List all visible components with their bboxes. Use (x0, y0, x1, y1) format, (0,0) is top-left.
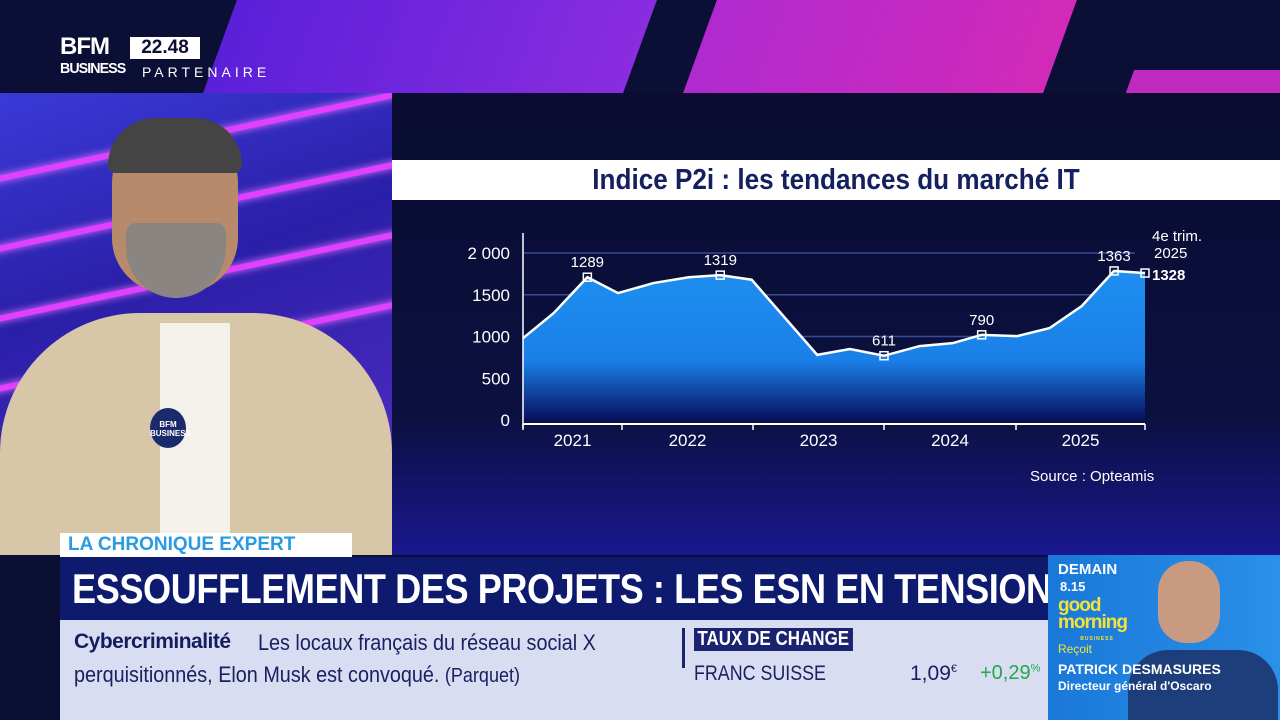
data-point-marker (582, 272, 593, 282)
guest-name: PATRICK DESMASURES (1058, 661, 1221, 677)
top-band: BFM BUSINESS 22.48 PARTENAIRE (0, 0, 1280, 93)
data-label: 1363 (1097, 248, 1130, 265)
promo-day: DEMAIN (1058, 561, 1118, 578)
fx-change-unit: % (1030, 662, 1041, 675)
fx-currency-name: FRANC SUISSE (694, 662, 826, 685)
show-logo-top: good (1058, 595, 1101, 616)
news-source: (Parquet) (444, 665, 520, 687)
news-text-line2: perquisitionnés, Elon Musk est convoqué.… (74, 662, 520, 688)
y-tick-label: 0 (501, 411, 510, 430)
x-tick-label: 2023 (800, 431, 838, 450)
news-text-line1: Les locaux français du réseau social X (258, 630, 596, 655)
guest-photo-body (1128, 650, 1278, 720)
headline: ESSOUFFLEMENT DES PROJETS : LES ESN EN T… (72, 565, 1052, 612)
chart-title-bar: Indice P2i : les tendances du marché IT (392, 160, 1280, 200)
data-label: 611 (872, 333, 896, 350)
data-point-marker (879, 350, 889, 361)
area-fill (523, 270, 1145, 420)
presenter-hair (108, 118, 242, 173)
fx-change-number: +0,29 (980, 662, 1031, 684)
series-line (522, 269, 1146, 357)
segment-tag: LA CHRONIQUE EXPERT (60, 533, 352, 557)
fx-change: +0,29% (980, 662, 1040, 685)
studio-video: BFM BUSINESS (0, 93, 392, 555)
data-label: 1289 (571, 254, 604, 271)
x-tick-label: 2024 (931, 431, 969, 450)
channel-logo-subtitle: BUSINESS (60, 60, 126, 77)
headline-bar: ESSOUFFLEMENT DES PROJETS : LES ESN EN T… (60, 557, 1052, 620)
show-logo-bottom: morning (1058, 612, 1128, 633)
data-point-marker (976, 330, 987, 340)
decor-stripe (683, 0, 1077, 93)
decor-stripe (1125, 70, 1280, 93)
news-text: perquisitionnés, Elon Musk est convoqué. (74, 662, 440, 687)
data-label: 1328 (1152, 267, 1185, 284)
fx-value: 1,09€ (910, 662, 957, 686)
chart-title: Indice P2i : les tendances du marché IT (592, 164, 1080, 196)
y-tick-label: 1500 (472, 286, 510, 305)
promo-time: 8.15 (1060, 579, 1086, 594)
show-logo: good morning BUSINESS (1058, 595, 1136, 648)
data-point-marker (715, 270, 725, 280)
microphone-icon: BFM BUSINESS (150, 408, 191, 448)
fx-title: TAUX DE CHANGE (694, 628, 853, 651)
news-ticker: Cybercriminalité Les locaux français du … (60, 620, 1048, 720)
area-chart: 0 500 1000 1500 2 000 2021 2022 2023 2024 2025 12… (467, 228, 1202, 485)
guest-role: Directeur général d'Oscaro (1058, 679, 1212, 693)
guest-photo-head (1158, 561, 1220, 643)
y-tick-label: 2 000 (467, 244, 510, 263)
clock: 22.48 (130, 37, 200, 59)
x-tick-label: 2022 (669, 431, 707, 450)
data-point-marker (1140, 268, 1150, 278)
last-point-caption-1: 4e trim. (1152, 228, 1202, 245)
partner-label: PARTENAIRE (142, 64, 271, 80)
show-logo-sub: BUSINESS (1080, 636, 1114, 642)
fx-unit: € (950, 663, 957, 675)
x-tick-label: 2025 (1062, 431, 1100, 450)
ticker-divider (682, 628, 685, 668)
data-label: 790 (969, 312, 994, 329)
promo-intro: Reçoit (1058, 642, 1093, 656)
data-label: 1319 (704, 252, 737, 269)
y-tick-label: 1000 (472, 328, 510, 347)
x-tick-label: 2021 (554, 431, 592, 450)
decor-stripe (203, 0, 657, 93)
news-category: Cybercriminalité (74, 630, 231, 653)
last-point-caption-2: 2025 (1154, 245, 1187, 262)
y-tick-label: 500 (482, 369, 510, 388)
promo-panel: DEMAIN 8.15 good morning BUSINESS Reçoit P… (1048, 555, 1280, 720)
data-point-marker (1109, 266, 1119, 276)
chart-source: Source : Opteamis (1030, 468, 1154, 485)
fx-value-number: 1,09 (910, 662, 951, 685)
channel-logo: BFM (60, 33, 110, 60)
